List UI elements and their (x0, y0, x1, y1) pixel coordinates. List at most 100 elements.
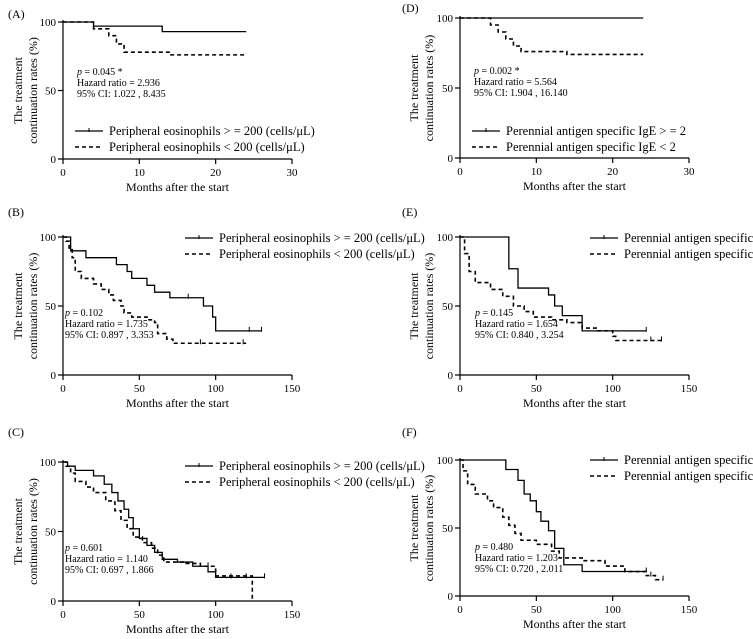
survival-curve-solid (460, 236, 647, 332)
x-axis-title: Months after the start (126, 622, 230, 636)
legend-label: Perennial antigen specific IgE < 2 (624, 469, 753, 483)
y-axis-title-line: The treatment (407, 494, 421, 562)
x-axis-title: Months after the start (523, 396, 627, 410)
y-axis-title-line: The treatment (11, 272, 25, 340)
p-value: p = 0.102 (64, 308, 103, 319)
confidence-interval: 95% CI: 1.904 , 16.140 (474, 88, 568, 99)
y-tick-label: 100 (40, 457, 57, 469)
survival-curve-solid (460, 459, 647, 573)
y-axis-title-line: continuation rates (%) (26, 37, 40, 144)
legend-label: Peripheral eosinophils < 200 (cells/μL) (219, 247, 415, 261)
x-tick-label: 100 (604, 383, 621, 395)
y-tick-label: 100 (437, 13, 454, 25)
x-tick-label: 100 (604, 604, 621, 616)
y-tick-label: 0 (448, 370, 454, 382)
y-tick-label: 100 (40, 232, 57, 244)
confidence-interval: 95% CI: 0.720 , 2.011 (475, 564, 563, 575)
x-tick-label: 10 (531, 166, 543, 178)
panel-label: (E) (402, 205, 417, 219)
x-tick-label: 100 (207, 609, 224, 621)
x-tick-label: 0 (457, 383, 463, 395)
legend-label: Perennial antigen specific IgE < 2 (624, 247, 753, 261)
y-tick-label: 0 (51, 370, 57, 382)
y-tick-label: 0 (51, 154, 57, 166)
hazard-ratio: Hazard ratio = 1.735 (65, 319, 148, 330)
y-axis-title-line: continuation rates (%) (422, 35, 436, 142)
survival-curve-solid (63, 236, 262, 332)
hazard-ratio: Hazard ratio = 1.203 (475, 553, 558, 564)
legend-label: Peripheral eosinophils < 200 (cells/μL) (219, 475, 415, 489)
panel-label: (B) (8, 205, 24, 219)
x-tick-label: 20 (210, 167, 222, 179)
y-axis-title-line: The treatment (407, 272, 421, 340)
x-tick-label: 30 (684, 166, 696, 178)
legend-label: Peripheral eosinophils < 200 (cells/μL) (109, 140, 305, 154)
hazard-ratio: Hazard ratio = 5.564 (474, 77, 557, 88)
y-axis-title-line: The treatment (11, 497, 25, 565)
p-value: p = 0.601 (64, 543, 103, 554)
panel-label: (A) (8, 7, 25, 21)
x-tick-label: 20 (607, 166, 619, 178)
legend-label: Perennial antigen specific IgE > = 2 (506, 124, 686, 138)
p-value: p = 0.045 * (76, 67, 123, 78)
x-tick-label: 0 (60, 383, 66, 395)
panel-f: (F) 0 50 100 0 50 100 150 Months after the start… (402, 425, 753, 631)
legend-label: Perennial antigen specific IgE < 2 (506, 140, 676, 154)
hazard-ratio: Hazard ratio = 1.140 (65, 554, 148, 565)
p-value: p = 0.480 (474, 542, 513, 553)
x-tick-label: 50 (531, 383, 543, 395)
p-value: p = 0.002 * (473, 66, 520, 77)
legend-label: Peripheral eosinophils > = 200 (cells/μL… (219, 231, 425, 245)
survival-curve-dashed (63, 461, 254, 601)
p-value: p = 0.145 (474, 308, 513, 319)
confidence-interval: 95% CI: 0.697 , 1.866 (65, 565, 154, 576)
x-tick-label: 0 (457, 604, 463, 616)
y-axis-title-line: continuation rates (%) (422, 253, 436, 360)
hazard-ratio: Hazard ratio = 2.936 (77, 78, 160, 89)
y-tick-label: 50 (442, 83, 454, 95)
x-tick-label: 100 (207, 383, 224, 395)
y-tick-label: 50 (442, 301, 454, 313)
y-tick-label: 100 (437, 455, 454, 467)
x-tick-label: 150 (681, 604, 698, 616)
y-tick-label: 50 (442, 523, 454, 535)
confidence-interval: 95% CI: 0.840 , 3.254 (475, 330, 564, 341)
y-tick-label: 50 (45, 86, 57, 98)
x-tick-label: 0 (60, 167, 66, 179)
x-axis-title: Months after the start (523, 179, 627, 193)
x-axis-title: Months after the start (126, 396, 230, 410)
x-tick-label: 50 (134, 609, 146, 621)
x-tick-label: 0 (60, 609, 66, 621)
y-axis-title-line: continuation rates (%) (26, 478, 40, 585)
y-axis-title-line: continuation rates (%) (422, 475, 436, 582)
survival-curve-dashed (460, 17, 644, 56)
confidence-interval: 95% CI: 1.022 , 8.435 (77, 89, 166, 100)
panel-b: (B) 0 50 100 0 50 100 150 Months after the start… (8, 205, 425, 410)
y-axis-title-line: continuation rates (%) (26, 253, 40, 360)
x-tick-label: 50 (531, 604, 543, 616)
y-axis-title-line: The treatment (11, 56, 25, 124)
y-tick-label: 100 (40, 17, 57, 29)
panel-label: (F) (402, 425, 417, 439)
survival-curve-dashed (63, 21, 247, 56)
x-axis-title: Months after the start (126, 180, 230, 194)
y-tick-label: 0 (448, 591, 454, 603)
y-axis-title-line: The treatment (407, 54, 421, 122)
x-tick-label: 150 (284, 609, 301, 621)
x-tick-label: 30 (287, 167, 299, 179)
panel-a: (A) 0 50 100 0 10 20 30 Months after the start Th… (8, 7, 315, 194)
y-tick-label: 50 (45, 301, 57, 313)
panel-label: (D) (402, 1, 419, 15)
panel-c: (C) 0 50 100 0 50 100 150 Months after the start… (8, 425, 425, 636)
survival-curve-solid (63, 21, 247, 33)
confidence-interval: 95% CI: 0.897 , 3.353 (65, 330, 154, 341)
y-tick-label: 0 (448, 153, 454, 165)
y-tick-label: 50 (45, 527, 57, 539)
survival-curve-dashed (460, 236, 662, 342)
y-tick-label: 100 (437, 232, 454, 244)
y-tick-label: 0 (51, 596, 57, 608)
x-tick-label: 150 (284, 383, 301, 395)
legend-label: Perennial antigen specific IgE > = 2 (624, 231, 753, 245)
panel-e: (E) 0 50 100 0 50 100 150 Months after the start… (402, 205, 753, 410)
